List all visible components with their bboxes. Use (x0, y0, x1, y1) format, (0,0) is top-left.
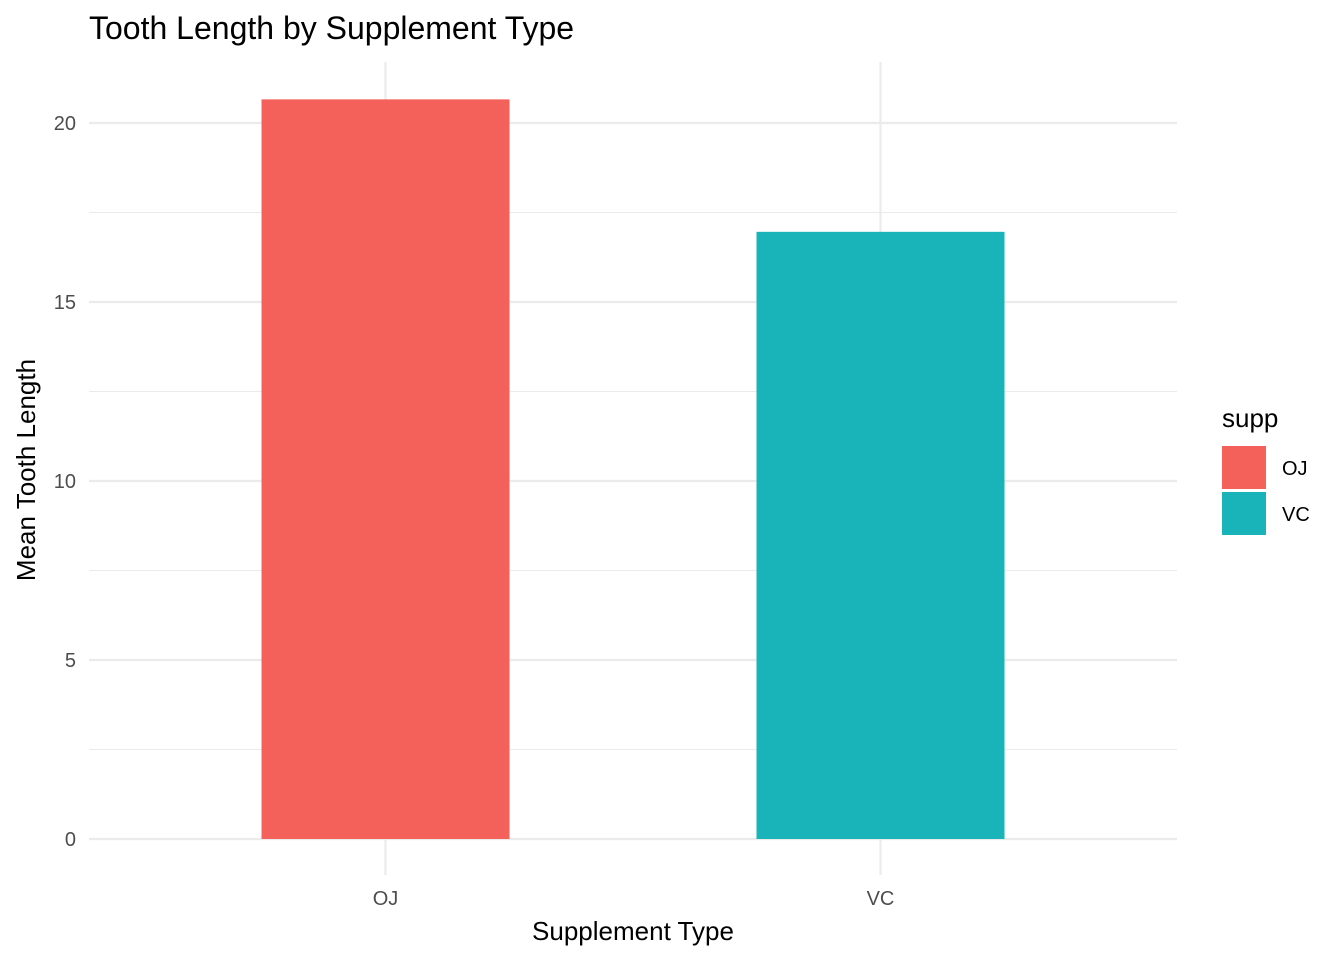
chart-title: Tooth Length by Supplement Type (89, 10, 574, 46)
y-axis-title: Mean Tooth Length (11, 359, 41, 581)
y-tick-label: 0 (65, 829, 76, 851)
plot-bars (261, 99, 1005, 839)
legend-key-vc (1222, 492, 1266, 535)
legend-label: VC (1282, 504, 1310, 526)
y-tick-label: 15 (54, 292, 76, 314)
legend-items: OJ VC (1222, 446, 1310, 535)
x-tick-label: OJ (373, 888, 399, 910)
x-axis-title: Supplement Type (532, 916, 734, 946)
legend-label: OJ (1282, 458, 1308, 480)
legend: supp OJ VC (1222, 403, 1310, 535)
legend-title: supp (1222, 403, 1278, 433)
y-tick-label: 20 (54, 113, 76, 135)
x-tick-label: VC (867, 888, 895, 910)
y-tick-label: 5 (65, 650, 76, 672)
plot-grid (89, 62, 1177, 875)
y-axis-ticks: 0 5 10 15 20 (54, 113, 76, 851)
bar-vc (756, 231, 1005, 839)
y-tick-label: 10 (54, 471, 76, 493)
legend-key-oj (1222, 446, 1266, 489)
x-axis-ticks: OJ VC (373, 888, 895, 910)
bar-oj (261, 99, 510, 839)
